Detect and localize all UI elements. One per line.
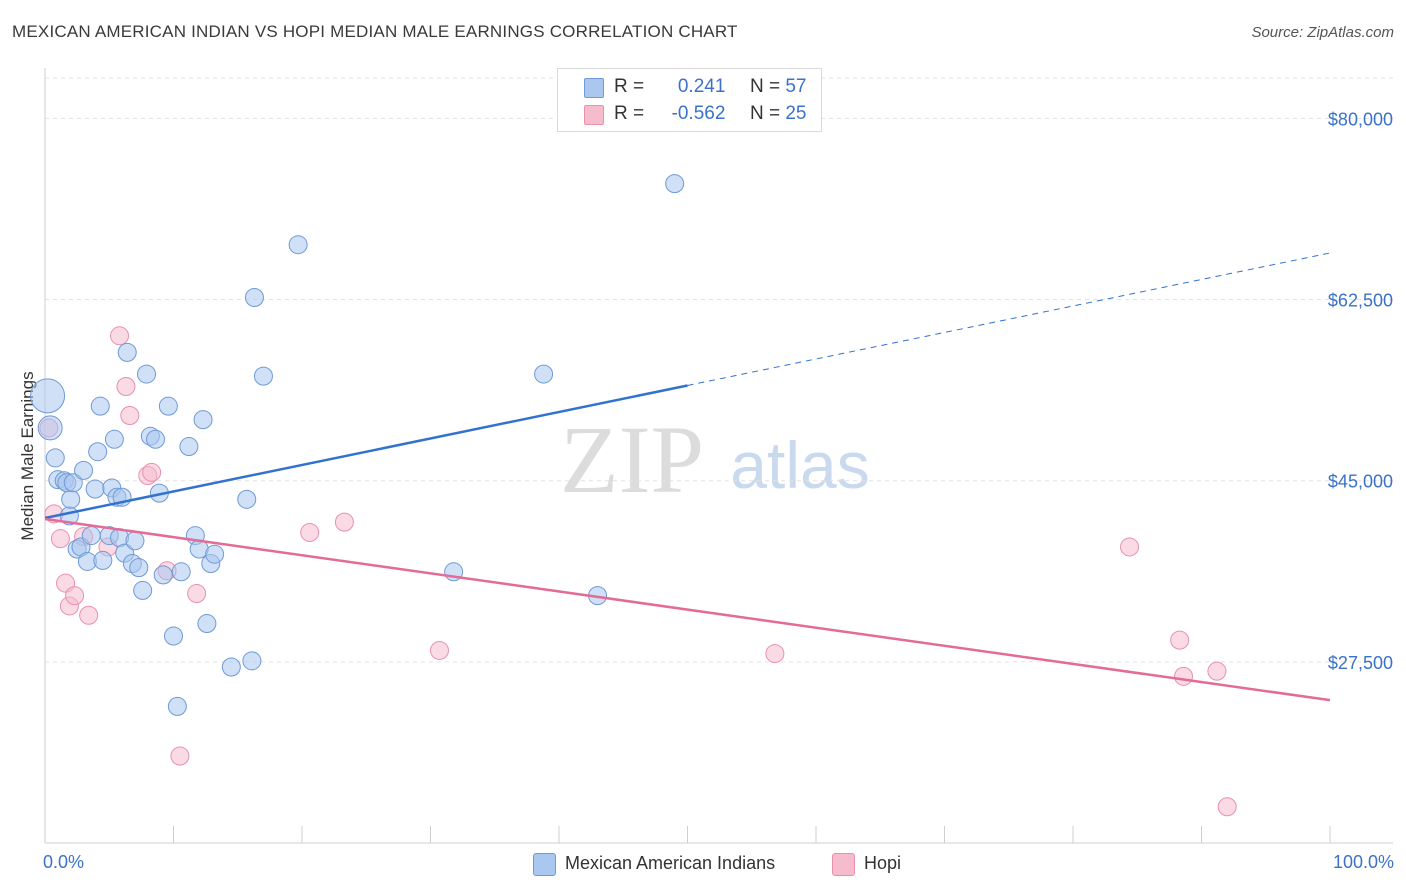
mexican-american-indian-point [90,396,110,416]
legend-r-label: R = [614,76,645,97]
legend-n-label: N = [749,103,781,124]
hopi-point [110,326,130,346]
mexican-american-indian-point [81,526,101,546]
mexican-american-indian-point [129,558,149,578]
watermark-zip: ZIP [560,406,704,513]
mexican-american-indian-point [534,364,554,384]
bottom-legend-label-series1: Mexican American Indians [565,853,776,873]
legend-n-label: N = [749,76,781,97]
mexican-american-indian-point [88,442,108,462]
y-tick-label: $62,500 [1328,291,1393,311]
hopi-point [429,640,449,660]
mexican-american-indian-point [221,657,241,677]
legend-n-value: 25 [785,103,807,124]
hopi-point [300,522,320,542]
mexican-american-indian-point [665,174,685,194]
y-tick-label: $27,500 [1328,653,1393,673]
hopi-point [187,584,207,604]
mexican-american-indian-point [242,651,262,671]
mexican-american-indian-point [244,287,264,307]
x-axis-min-label: 0.0% [43,852,85,872]
gridlines [45,77,1393,663]
hopi-point [1217,797,1237,817]
bottom-legend-label-series2: Hopi [864,853,902,873]
mexican-american-indian-point [37,415,63,441]
legend-r-label: R = [614,103,645,124]
legend-n-value: 57 [785,76,807,97]
hopi-point [334,512,354,532]
legend-swatch-series2 [584,105,604,125]
bottom-legend-swatch-series1 [533,853,556,876]
mexican-american-indian-point [164,626,183,646]
axes [44,68,1393,844]
mexican-american-indian-point [93,550,113,570]
mexican-american-indian-point [179,437,199,457]
hopi-point [120,405,140,425]
mexican-american-indian-point [74,460,94,480]
hopi-point [142,462,162,482]
hopi-point [116,377,136,397]
bottom-legend-swatch-series2 [832,853,855,876]
mexican-american-indian-point [125,531,145,551]
correlation-legend: R = 0.241 N = 57 R = -0.562 N = 25 [557,68,822,132]
trend-line-series1-extension [687,252,1331,386]
mexican-american-indian-point [133,580,153,600]
chart-title: MEXICAN AMERICAN INDIAN VS HOPI MEDIAN M… [12,22,738,41]
mexican-american-indian-point [153,565,173,585]
y-tick-label: $45,000 [1328,472,1393,492]
hopi-point [79,605,99,625]
hopi-point [1207,661,1227,681]
mexican-american-indian-point [253,366,273,386]
y-tick-label: $80,000 [1328,109,1393,129]
x-axis-max-label: 100.0% [1332,852,1394,872]
watermark-atlas: atlas [730,428,869,502]
mexican-american-indian-point [45,448,65,468]
mexican-american-indian-point [30,378,66,414]
hopi-point [65,586,85,606]
mexican-american-indian-point [61,489,81,509]
mexican-american-indian-point [205,544,225,564]
mexican-american-indian-point [104,429,124,449]
legend-swatch-series1 [584,78,604,98]
mexican-american-indian-point [197,614,217,634]
hopi-point [50,529,70,549]
mexican-american-indian-point [85,479,105,499]
trend-line-series1 [44,384,688,520]
hopi-point [1120,537,1140,557]
legend-r-value: 0.241 [677,76,726,97]
mexican-american-indian-point [137,364,157,384]
source-label: Source: ZipAtlas.com [1251,24,1394,41]
legend-r-value: -0.562 [671,103,726,124]
hopi-point [1174,666,1194,686]
mexican-american-indian-point [167,696,187,716]
mexican-american-indian-point [63,473,83,493]
mexican-american-indian-point [237,489,257,509]
trend-lines [44,252,1331,702]
mexican-american-indian-point [288,235,308,255]
mexican-american-indian-point [158,396,178,416]
mexican-american-indian-point [193,410,213,430]
mexican-american-indian-point [171,562,191,582]
mexican-american-indian-points [30,174,685,716]
mexican-american-indian-point [146,429,166,449]
mexican-american-indian-point [117,342,137,362]
hopi-point [765,644,785,664]
hopi-point [170,746,190,766]
hopi-points [39,326,1237,817]
hopi-point [1170,630,1190,650]
y-tick-labels: $80,000 $62,500 $45,000 $27,500 [1328,109,1393,672]
trend-line-series2 [44,517,1331,702]
